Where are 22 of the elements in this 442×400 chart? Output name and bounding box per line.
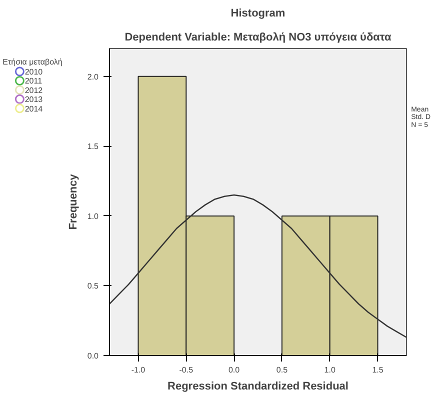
chart-subtitle: Dependent Variable: Μεταβολή NO3 υπόγεια ύδατα: [124, 32, 392, 44]
x-tick-label: -1.0: [131, 366, 146, 374]
legend-label: 2011: [24, 76, 43, 86]
legend-title: Ετήσια μεταβολή: [2, 58, 62, 67]
legend-label: 2013: [24, 95, 44, 104]
line-series: [110, 194, 406, 338]
y-tick-label: 1.0: [87, 212, 100, 221]
legend-label: 2014: [24, 104, 44, 114]
x-tick-label: -0.5: [179, 366, 194, 374]
y-tick-label: 0.0: [87, 352, 100, 360]
x-axis-title: Regression Standardized Residual: [168, 380, 348, 392]
x-tick-label: 0.0: [228, 366, 240, 374]
legend-label: 2010: [24, 68, 44, 77]
legend-label: 2012: [24, 86, 44, 95]
x-tick-label: 1.0: [324, 366, 336, 374]
chart-title: Histogram: [230, 8, 286, 20]
x-tick-label: 1.5: [372, 366, 384, 374]
y-tick-label: 1.5: [87, 142, 100, 152]
y-tick-label: 0.5: [87, 282, 100, 291]
y-tick-label: 2.0: [87, 72, 100, 82]
x-tick-label: 0.5: [276, 366, 288, 374]
y-axis-title: Frequency: [67, 173, 80, 230]
